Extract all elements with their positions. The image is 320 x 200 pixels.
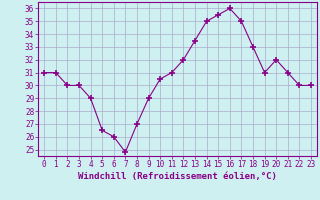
X-axis label: Windchill (Refroidissement éolien,°C): Windchill (Refroidissement éolien,°C)	[78, 172, 277, 181]
